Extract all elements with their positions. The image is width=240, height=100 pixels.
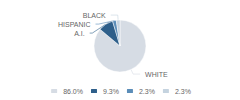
svg-text:9.3%: 9.3% (103, 88, 119, 95)
svg-text:2.3%: 2.3% (175, 88, 191, 95)
svg-text:BLACK: BLACK (83, 12, 106, 19)
svg-text:HISPANIC: HISPANIC (58, 21, 91, 28)
svg-text:2.3%: 2.3% (139, 88, 155, 95)
svg-text:A.I.: A.I. (74, 30, 85, 37)
svg-text:86.0%: 86.0% (63, 88, 83, 95)
svg-text:WHITE: WHITE (145, 71, 168, 78)
